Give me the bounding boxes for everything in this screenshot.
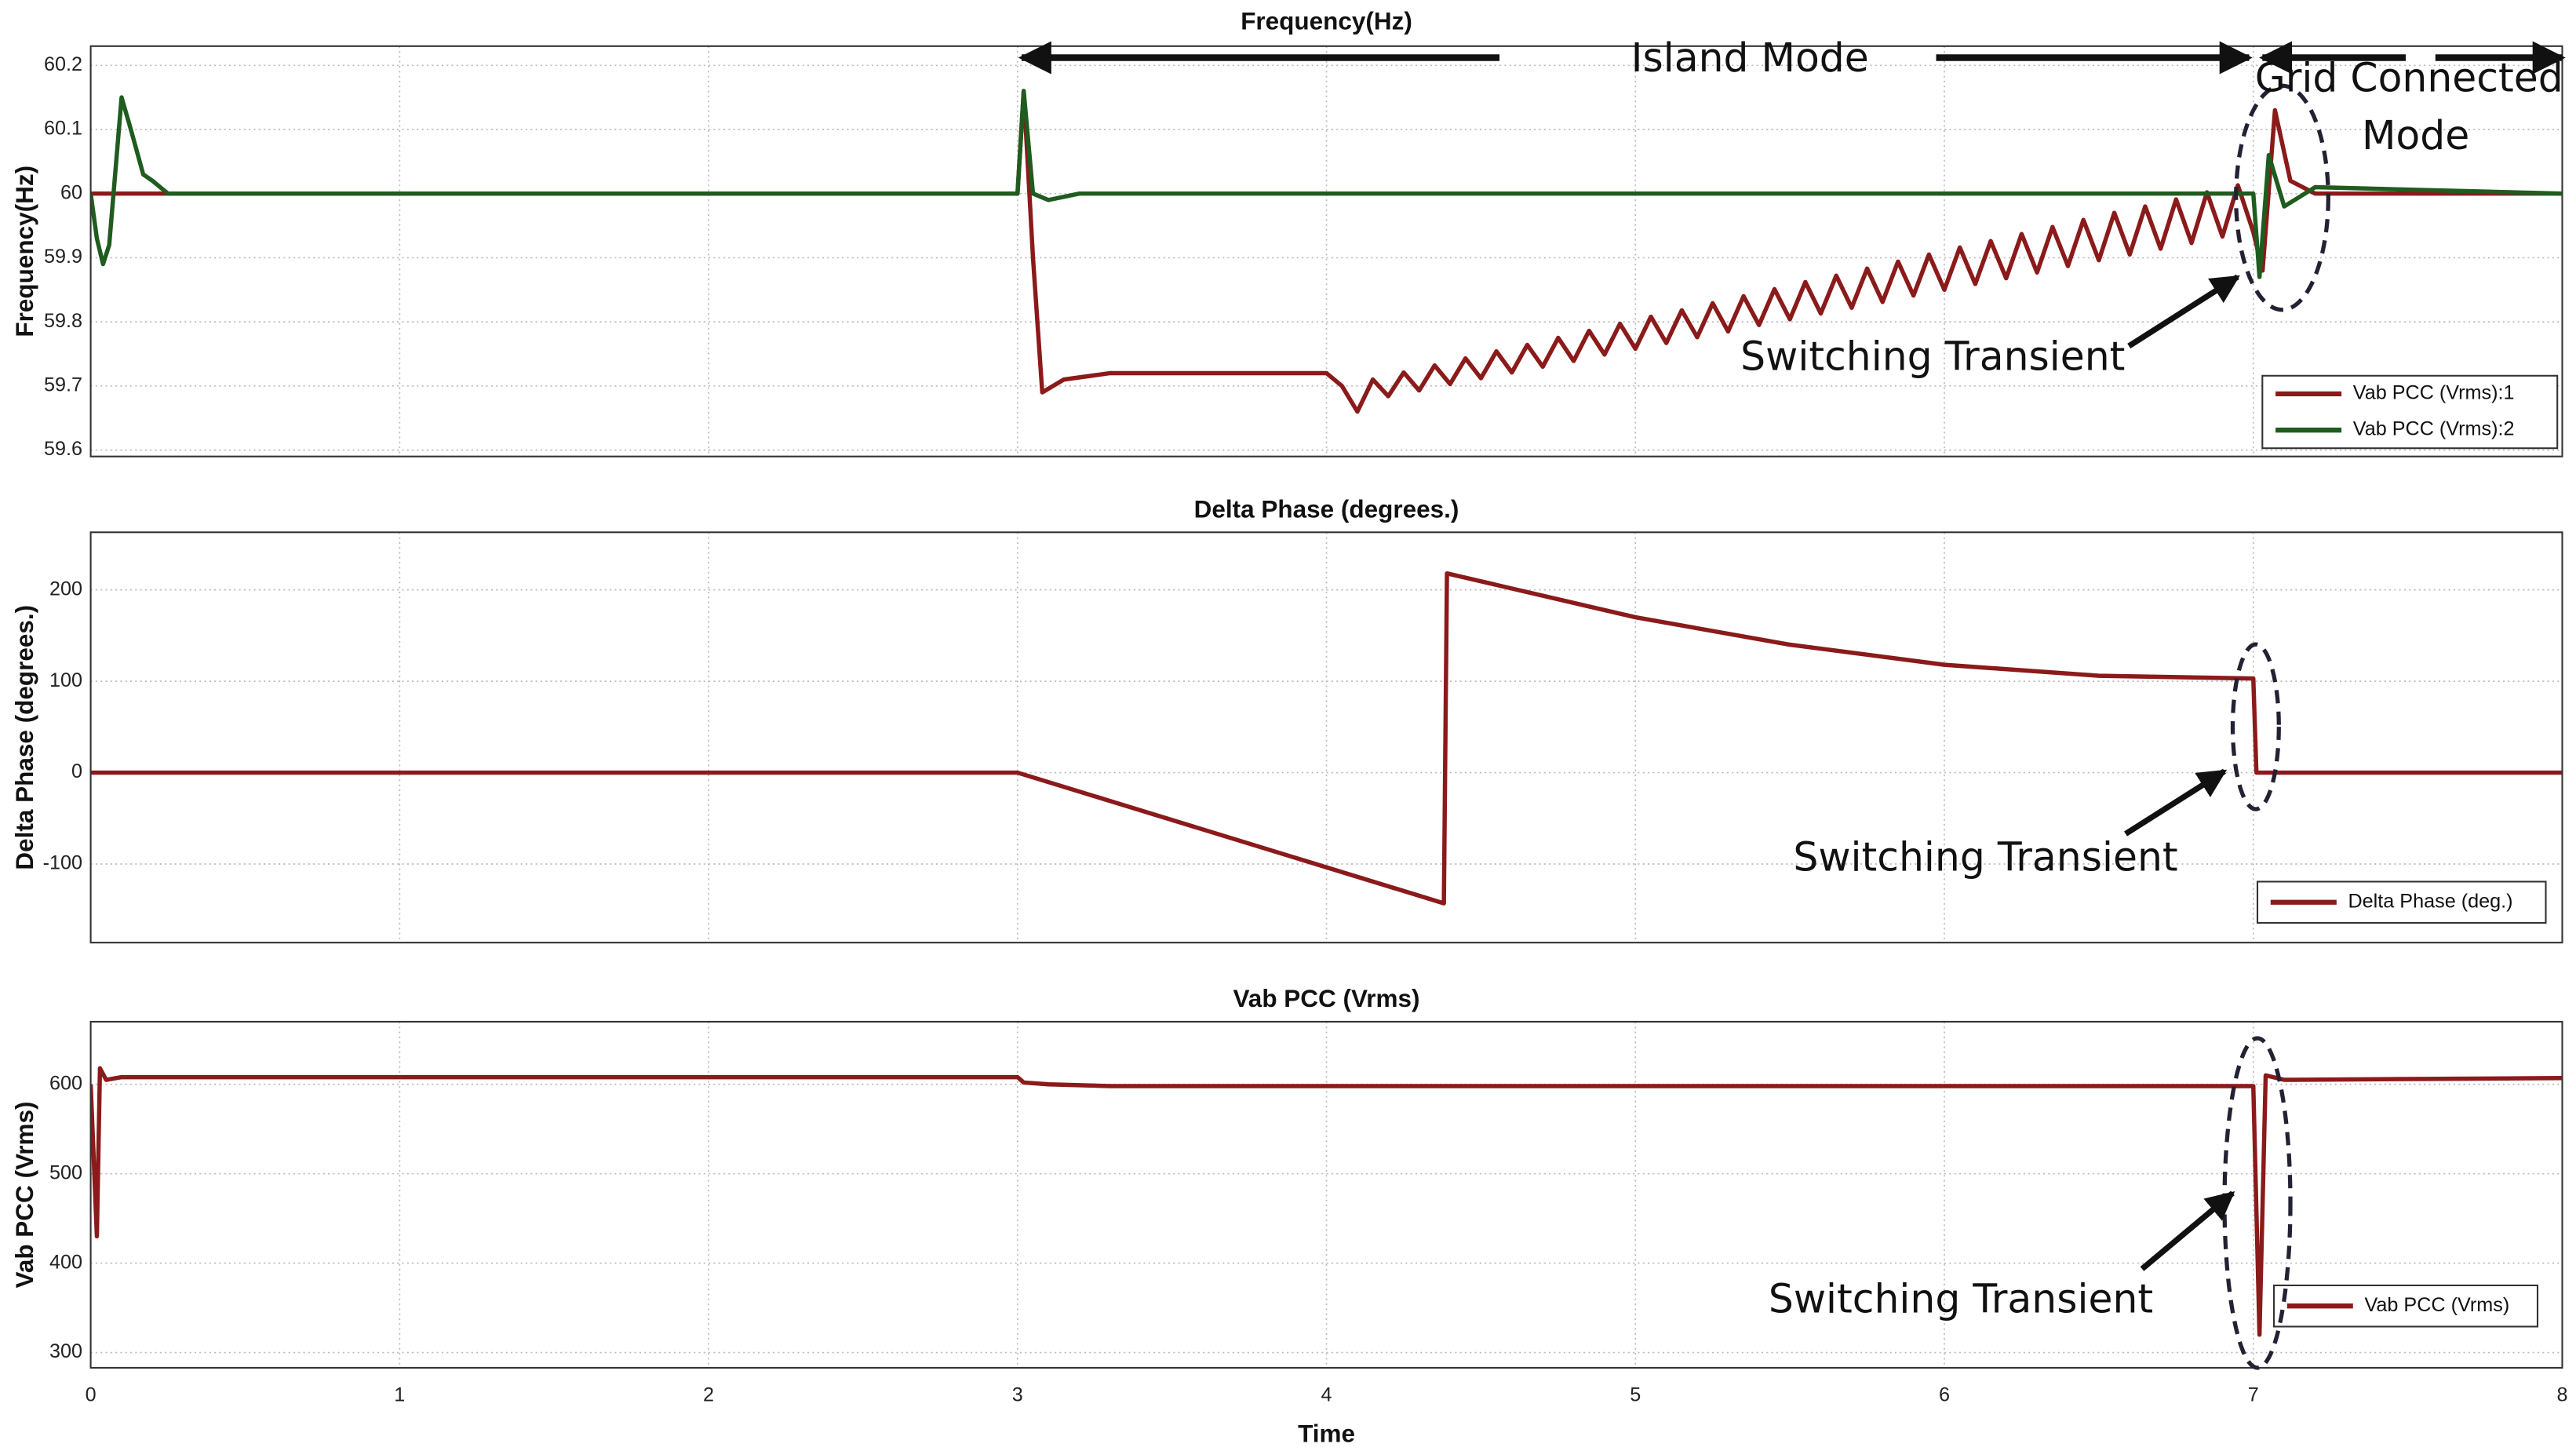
legend-label: Vab PCC (Vrms):2 <box>2353 418 2515 440</box>
y-tick-label: 400 <box>49 1251 82 1273</box>
y-tick-label: 60.2 <box>44 53 82 75</box>
y-tick-label: 60.1 <box>44 118 82 140</box>
data-line <box>90 89 2563 414</box>
x-tick-label: 4 <box>1321 1384 1332 1405</box>
arrow <box>2140 1190 2235 1271</box>
annotation: Island Mode <box>1631 35 1869 81</box>
y-axis-label: Delta Phase (degrees.) <box>10 605 38 870</box>
legend-label: Vab PCC (Vrms) <box>2364 1294 2509 1316</box>
x-tick-label: 5 <box>1630 1384 1641 1405</box>
highlight-ellipse <box>2230 642 2281 811</box>
x-tick-label: 0 <box>86 1384 97 1405</box>
plot-area <box>90 532 2563 943</box>
x-tick-label: 7 <box>2248 1384 2259 1405</box>
annotation: Switching Transient <box>1740 333 2125 379</box>
x-tick-label: 8 <box>2556 1384 2567 1405</box>
arrow <box>2124 768 2228 837</box>
plot-frame <box>89 1020 2563 1369</box>
plot-area <box>90 46 2563 457</box>
y-tick-label: 600 <box>49 1072 82 1094</box>
arrow <box>2127 274 2240 349</box>
chart-title: Delta Phase (degrees.) <box>1194 494 1459 523</box>
y-tick-label: 100 <box>49 669 82 691</box>
y-tick-label: 200 <box>49 578 82 600</box>
annotation: Grid Connected <box>2255 54 2563 100</box>
chart-title: Frequency(Hz) <box>1241 7 1412 35</box>
x-tick-label: 3 <box>1012 1384 1023 1405</box>
y-tick-label: 59.7 <box>44 374 82 396</box>
x-tick-label: 2 <box>703 1384 714 1405</box>
y-tick-label: 60 <box>60 181 82 203</box>
annotation: Mode <box>2362 112 2469 159</box>
x-tick-label: 1 <box>394 1384 405 1405</box>
plot-frame <box>89 45 2563 458</box>
annotation: Switching Transient <box>1769 1275 2153 1322</box>
y-axis-label: Vab PCC (Vrms) <box>10 1101 38 1288</box>
y-tick-label: 59.8 <box>44 310 82 332</box>
annotation: Switching Transient <box>1793 834 2177 880</box>
x-axis-label: Time <box>1298 1419 1355 1447</box>
x-tick-label: 6 <box>1939 1384 1950 1405</box>
y-axis-label: Frequency(Hz) <box>10 166 38 337</box>
data-line <box>90 1066 2563 1337</box>
y-tick-label: 0 <box>71 760 82 782</box>
y-tick-label: 59.9 <box>44 246 82 268</box>
y-tick-label: 59.6 <box>44 438 82 460</box>
data-line <box>90 89 2563 279</box>
data-line <box>90 571 2563 906</box>
chart-title: Vab PCC (Vrms) <box>1233 984 1420 1012</box>
plot-frame <box>89 531 2563 944</box>
legend-label: Delta Phase (deg.) <box>2348 890 2512 912</box>
legend-box <box>2261 374 2559 450</box>
highlight-ellipse <box>2234 83 2330 312</box>
y-tick-label: 500 <box>49 1161 82 1183</box>
y-tick-label: -100 <box>43 852 82 874</box>
y-tick-label: 300 <box>49 1340 82 1362</box>
legend-label: Vab PCC (Vrms):1 <box>2353 382 2515 404</box>
